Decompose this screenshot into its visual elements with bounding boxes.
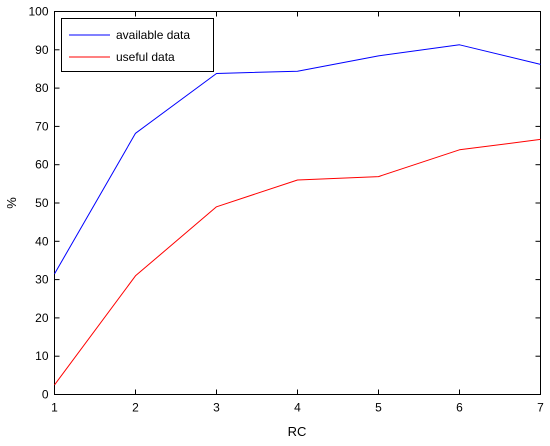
y-tick-label: 40 (35, 234, 49, 248)
legend: available data useful data (61, 18, 214, 72)
y-tick-label: 100 (28, 5, 48, 19)
series-layer (54, 44, 541, 386)
y-tick-label: 90 (35, 43, 49, 57)
x-tick-label: 2 (132, 401, 139, 415)
x-tick-label: 4 (294, 401, 301, 415)
y-axis-label: % (4, 197, 19, 209)
y-axis-ticks: 0 10 20 30 40 50 60 70 80 90 100 (28, 5, 541, 402)
y-tick-label: 20 (35, 311, 49, 325)
x-tick-label: 7 (537, 401, 544, 415)
y-tick-label: 50 (35, 196, 49, 210)
x-tick-label: 5 (375, 401, 382, 415)
x-tick-label: 1 (51, 401, 58, 415)
x-tick-label: 6 (456, 401, 463, 415)
y-tick-label: 80 (35, 81, 49, 95)
y-tick-label: 70 (35, 119, 49, 133)
y-tick-label: 10 (35, 349, 49, 363)
legend-box (61, 18, 214, 72)
y-tick-label: 30 (35, 273, 49, 287)
series-line-available-data (54, 44, 541, 275)
legend-label-useful-data: useful data (116, 50, 175, 64)
x-axis-label: RC (288, 424, 307, 439)
plot-area (54, 11, 541, 395)
y-tick-label: 60 (35, 158, 49, 172)
legend-label-available-data: available data (116, 28, 190, 42)
x-tick-label: 3 (213, 401, 220, 415)
y-tick-label: 0 (42, 388, 49, 402)
series-line-useful-data (54, 138, 541, 386)
x-axis-ticks: 1 2 3 4 5 6 7 (51, 11, 544, 415)
